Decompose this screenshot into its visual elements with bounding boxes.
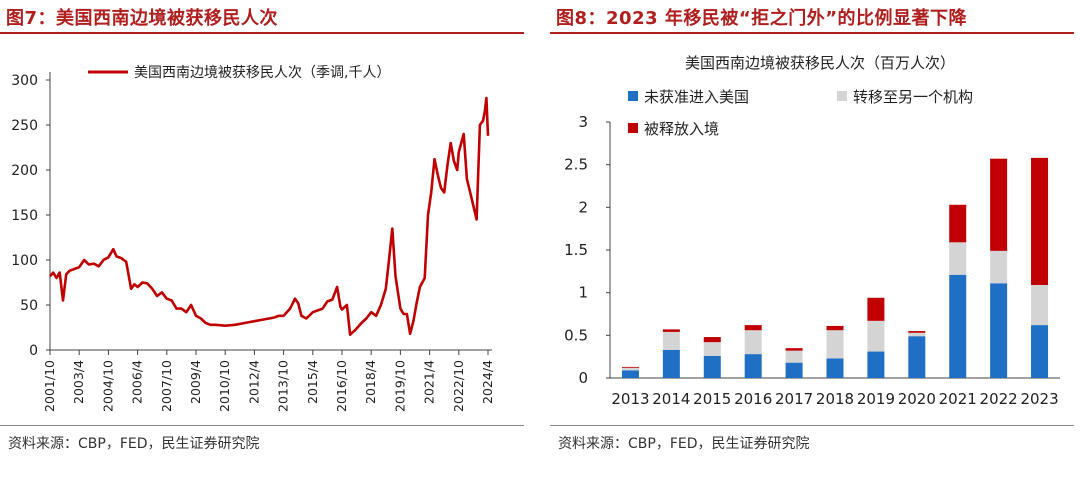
bar-segment-2014-0 <box>662 349 680 378</box>
bar-segment-2019-1 <box>867 320 885 352</box>
x-tick-label: 2013 <box>611 390 649 408</box>
bar-segment-2013-2 <box>621 366 639 368</box>
bar-segment-2016-0 <box>744 354 762 378</box>
x-tick-label: 2022/10 <box>451 360 466 412</box>
bar-segment-2021-2 <box>949 204 967 243</box>
y-tick-label: 2 <box>578 198 588 216</box>
x-tick-label: 2016 <box>734 390 772 408</box>
bar-segment-2017-1 <box>785 350 803 363</box>
x-tick-label: 2019/10 <box>392 360 407 412</box>
y-tick-label: 2.5 <box>564 156 588 174</box>
x-tick-label: 2015/4 <box>305 360 320 404</box>
legend-label: 美国西南边境被获移民人次（季调,千人） <box>134 65 390 81</box>
figure-8-panel: 图8：2023 年移民被“拒之门外”的比例显著下降 美国西南边境被获移民人次（百… <box>550 0 1080 478</box>
bar-segment-2022-1 <box>990 250 1008 284</box>
x-tick-label: 2006/4 <box>130 360 145 404</box>
bar-segment-2023-1 <box>1031 284 1049 326</box>
x-tick-label: 2017 <box>775 390 813 408</box>
bar-segment-2021-1 <box>949 242 967 275</box>
x-tick-label: 2013/10 <box>276 360 291 412</box>
x-tick-label: 2007/10 <box>159 360 174 412</box>
y-tick-label: 3 <box>578 113 588 131</box>
bar-segment-2016-1 <box>744 330 762 355</box>
figure-8-source: 资料来源：CBP，FED，民生证券研究院 <box>558 436 810 452</box>
x-tick-label: 2003/4 <box>71 360 86 404</box>
x-tick-label: 2021 <box>939 390 977 408</box>
bar-segment-2016-2 <box>744 325 762 331</box>
line-chart: 0 50 100 150 200 250 300 2001/10 2003/4 2004/10 20… <box>11 65 495 412</box>
figure-8-title: 图8：2023 年移民被“拒之门外”的比例显著下降 <box>556 8 968 29</box>
x-tick-label: 2015 <box>693 390 731 408</box>
y-tick-label: 100 <box>11 253 38 269</box>
bar-segment-2020-1 <box>908 332 926 337</box>
legend-swatch-0 <box>628 91 638 101</box>
x-tick-label: 2018/4 <box>363 360 378 404</box>
bar-segment-2022-0 <box>990 283 1008 378</box>
bar-segment-2021-0 <box>949 274 967 378</box>
figure-7-title: 图7：美国西南边境被获移民人次 <box>6 8 279 29</box>
x-tick-label: 2012/4 <box>246 360 261 404</box>
bar-segment-2023-2 <box>1031 157 1049 285</box>
y-tick-label: 150 <box>11 208 38 224</box>
x-tick-label: 2016/10 <box>334 360 349 412</box>
x-tick-label: 2009/4 <box>188 360 203 404</box>
bar-segment-2019-0 <box>867 351 885 378</box>
bar-segment-2022-2 <box>990 158 1008 251</box>
x-tick-label: 2004/10 <box>100 360 115 412</box>
bar-segment-2020-2 <box>908 331 926 333</box>
legend-label-1: 转移至另一个机构 <box>853 88 973 106</box>
y-tick-label: 0.5 <box>564 326 588 344</box>
x-tick-label: 2014 <box>652 390 690 408</box>
y-tick-label: 50 <box>20 298 38 314</box>
x-tick-label: 2001/10 <box>42 360 57 412</box>
x-tick-label: 2024/4 <box>480 360 495 404</box>
figure-8-title-rule <box>550 32 1074 34</box>
x-tick-label: 2019 <box>857 390 895 408</box>
bar-segment-2018-1 <box>826 330 844 359</box>
x-tick-label: 2021/4 <box>422 360 437 404</box>
bar-segment-2023-0 <box>1031 325 1049 378</box>
y-tick-label: 1 <box>578 284 588 302</box>
legend-swatch-2 <box>628 123 638 133</box>
y-tick-label: 1.5 <box>564 241 588 259</box>
y-tick-label: 0 <box>29 343 38 359</box>
x-tick-label: 2022 <box>980 390 1018 408</box>
legend-label-0: 未获准进入美国 <box>644 88 749 106</box>
bar-segment-2017-2 <box>785 348 803 351</box>
figure-8-bottom-rule <box>550 425 1074 426</box>
x-tick-label: 2010/10 <box>217 360 232 412</box>
legend-swatch-1 <box>837 91 847 101</box>
bar-segment-2013-0 <box>621 370 639 378</box>
figure-7-panel: 图7：美国西南边境被获移民人次 0 50 100 150 200 250 300 2001/1… <box>0 0 530 478</box>
bar-segment-2017-0 <box>785 362 803 378</box>
x-tick-label: 2020 <box>898 390 936 408</box>
bar-segment-2018-0 <box>826 358 844 378</box>
y-tick-label: 0 <box>578 369 588 387</box>
bar-segment-2019-2 <box>867 297 885 321</box>
bar-segment-2014-1 <box>662 331 680 350</box>
series-line-border-apprehensions <box>49 96 490 337</box>
legend-label-2: 被释放入境 <box>644 120 719 138</box>
chart-title: 美国西南边境被获移民人次（百万人次） <box>685 54 955 72</box>
y-tick-label: 200 <box>11 163 38 179</box>
bar-segment-2014-2 <box>662 329 680 332</box>
bar-segment-2018-2 <box>826 325 844 331</box>
figure-7-source: 资料来源：CBP，FED，民生证券研究院 <box>8 436 260 452</box>
bar-segment-2015-1 <box>703 342 721 356</box>
bar-segment-2013-1 <box>621 367 639 371</box>
y-tick-label: 300 <box>11 73 38 89</box>
bar-segment-2015-0 <box>703 355 721 378</box>
figure-7-bottom-rule <box>0 425 524 426</box>
bar-segment-2020-0 <box>908 336 926 378</box>
bar-segment-2015-2 <box>703 337 721 343</box>
x-tick-label: 2023 <box>1020 390 1058 408</box>
x-tick-label: 2018 <box>816 390 854 408</box>
figure-7-title-rule <box>0 32 524 34</box>
y-tick-label: 250 <box>11 118 38 134</box>
